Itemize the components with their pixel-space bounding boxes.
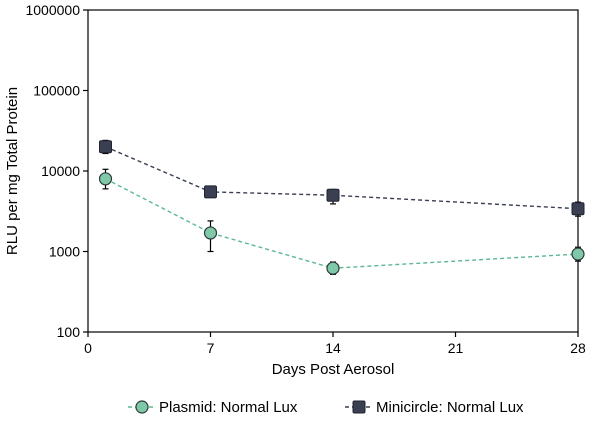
plot-area xyxy=(87,9,579,333)
legend-item-0: Plasmid: Normal Lux xyxy=(128,399,298,416)
x-tick-label: 21 xyxy=(448,340,464,356)
data-point xyxy=(326,188,340,202)
x-axis-title: Days Post Aerosol xyxy=(272,361,395,378)
y-tick-label: 1000 xyxy=(49,244,80,260)
legend-marker xyxy=(135,400,149,414)
y-tick-label: 1000000 xyxy=(25,2,80,18)
y-tick-label: 10000 xyxy=(41,163,80,179)
series-line xyxy=(105,178,579,269)
y-tick-label: 100000 xyxy=(33,83,80,99)
data-point xyxy=(203,226,218,240)
data-point xyxy=(571,247,585,261)
legend-item-1: Minicircle: Normal Lux xyxy=(345,399,524,416)
x-tick-label: 0 xyxy=(84,340,92,356)
data-point xyxy=(571,202,585,216)
legend-marker xyxy=(352,400,366,414)
x-tick-label: 14 xyxy=(325,340,341,356)
y-axis: 100 1000 10000 100000 1000000 xyxy=(25,2,88,340)
series-0 xyxy=(98,168,585,275)
data-point xyxy=(99,140,112,154)
x-axis: 0 7 14 21 28 xyxy=(84,332,586,356)
legend: Plasmid: Normal Lux Minicircle: Normal Lu… xyxy=(128,399,524,416)
series-line xyxy=(105,146,579,210)
y-axis-title: RLU per mg Total Protein xyxy=(4,87,21,255)
x-tick-label: 28 xyxy=(570,340,586,356)
x-tick-label: 7 xyxy=(207,340,215,356)
series-layer xyxy=(98,139,585,275)
data-point xyxy=(204,185,217,199)
y-tick-label: 100 xyxy=(57,324,81,340)
legend-label: Plasmid: Normal Lux xyxy=(159,399,298,416)
legend-label: Minicircle: Normal Lux xyxy=(376,399,524,416)
plot-border xyxy=(87,9,579,333)
data-point xyxy=(326,261,340,275)
series-1 xyxy=(99,139,585,217)
data-point xyxy=(98,172,113,186)
